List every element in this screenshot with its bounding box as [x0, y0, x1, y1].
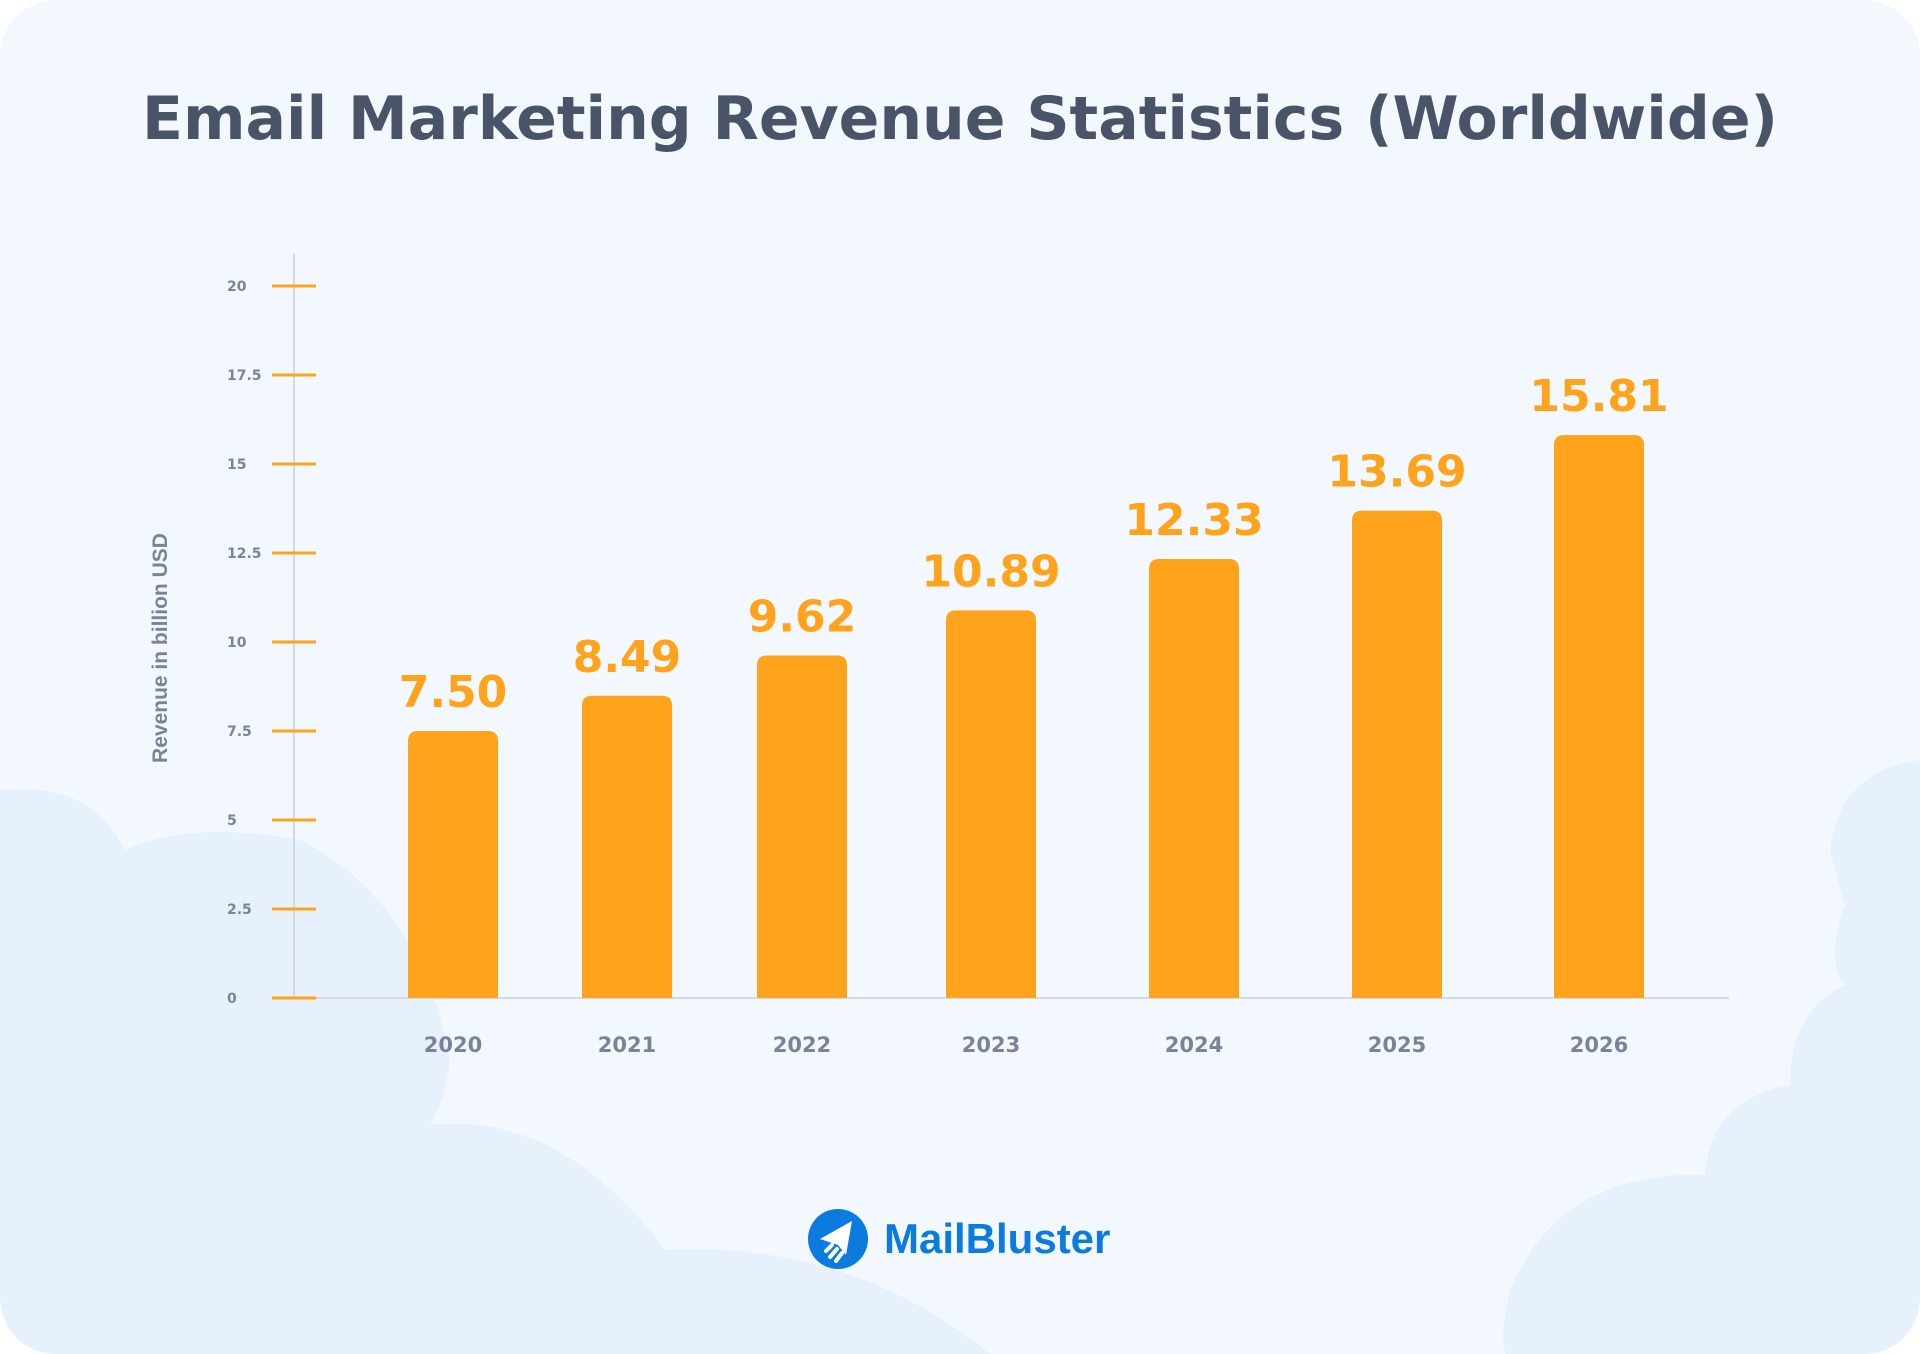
value-label: 15.81: [1529, 371, 1668, 422]
bar-2020: [408, 731, 498, 998]
y-tick-label: 15: [227, 457, 246, 473]
y-tick-label: 20: [227, 279, 247, 295]
x-tick-label: 2026: [1570, 1033, 1628, 1057]
y-tick-label: 17.5: [227, 368, 262, 384]
x-tick-label: 2021: [598, 1033, 656, 1057]
bar-2021: [582, 695, 672, 998]
left-cloud: [0, 788, 990, 1354]
bar-2024: [1149, 559, 1239, 998]
value-label: 7.50: [399, 667, 508, 718]
value-label: 13.69: [1327, 447, 1466, 498]
chart-title: Email Marketing Revenue Statistics (Worl…: [142, 84, 1778, 154]
bar-2026: [1554, 435, 1644, 998]
right-cloud: [1503, 760, 1920, 1354]
value-label: 8.49: [573, 632, 682, 683]
y-tick-label: 2.5: [227, 902, 252, 918]
bar-2025: [1352, 510, 1442, 998]
bar-2023: [946, 610, 1036, 998]
y-tick-label: 0: [227, 991, 237, 1007]
y-tick-label: 10: [227, 635, 247, 651]
y-tick-label: 7.5: [227, 724, 252, 740]
x-tick-label: 2023: [962, 1033, 1020, 1057]
x-tick-label: 2022: [773, 1033, 831, 1057]
value-label: 12.33: [1124, 495, 1263, 546]
mailbluster-logo: MailBluster: [806, 1207, 1110, 1271]
value-label: 9.62: [748, 592, 857, 643]
value-label: 10.89: [921, 546, 1060, 597]
y-tick-label: 12.5: [227, 546, 262, 562]
y-axis-label: Revenue in billion USD: [149, 533, 172, 763]
brand-name: MailBluster: [884, 1215, 1111, 1262]
paper-plane-icon: [808, 1209, 868, 1269]
x-tick-label: 2025: [1368, 1033, 1426, 1057]
bar-2022: [757, 655, 847, 998]
y-tick-label: 5: [227, 813, 237, 829]
x-tick-label: 2024: [1165, 1033, 1223, 1057]
x-tick-label: 2020: [424, 1033, 482, 1057]
